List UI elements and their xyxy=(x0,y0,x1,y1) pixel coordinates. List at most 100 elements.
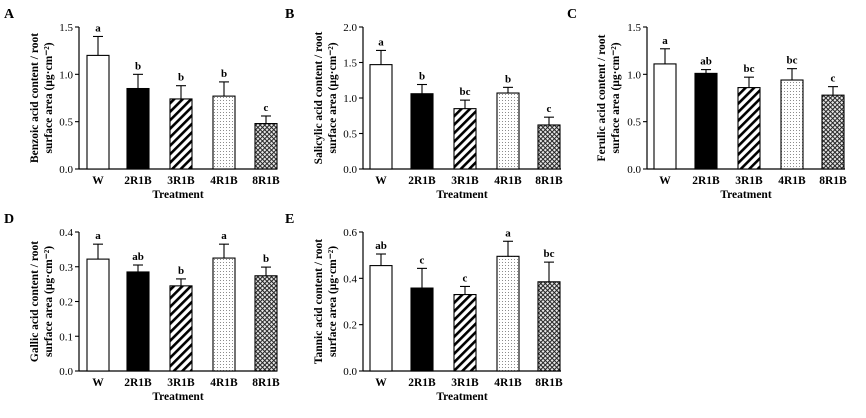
significance-letter: a xyxy=(221,230,227,242)
y-tick-label: 1.0 xyxy=(343,93,357,105)
y-axis-title-line1: Salicylic acid content / root xyxy=(313,32,325,165)
bar-8r1b xyxy=(254,275,278,372)
bar-4r1b xyxy=(496,92,520,170)
x-tick-label: W xyxy=(375,377,387,389)
significance-letter: bc xyxy=(460,86,471,98)
x-axis-title: Treatment xyxy=(152,391,203,403)
bar-2r1b xyxy=(126,87,150,170)
significance-letter: a xyxy=(505,227,511,239)
x-tick-label: 3R1B xyxy=(735,175,763,187)
significance-letter: a xyxy=(378,36,384,48)
y-tick-label: 0.0 xyxy=(627,164,641,176)
y-axis-title-line1: Tannic acid content / root xyxy=(313,239,325,364)
panel-letter: B xyxy=(285,7,294,22)
bar-w xyxy=(653,63,677,170)
y-tick-label: 0.4 xyxy=(343,273,357,285)
panel-letter: D xyxy=(4,212,14,227)
x-axis-title: Treatment xyxy=(720,189,771,201)
significance-letter: ab xyxy=(375,240,387,252)
y-axis-title-line1: Ferulic acid content / root xyxy=(596,34,608,161)
y-axis-title-line2: surface area (µg·cm⁻²) xyxy=(327,42,339,153)
x-tick-label: 3R1B xyxy=(451,377,479,389)
y-tick-label: 0.2 xyxy=(343,320,357,332)
significance-letter: b xyxy=(178,265,184,277)
x-tick-label: 3R1B xyxy=(167,175,195,187)
x-axis-title: Treatment xyxy=(436,189,487,201)
x-tick-label: 2R1B xyxy=(408,377,436,389)
bar-2r1b xyxy=(410,287,434,372)
chart-panel-a: A 0.0 0.5 1.0 1.5 a Wb 2R1B b 3R1B b 4R1B c 8R1B Treat… xyxy=(4,7,280,201)
significance-letter: ab xyxy=(132,251,144,263)
significance-letter: bc xyxy=(544,248,555,260)
x-tick-label: 3R1B xyxy=(451,175,479,187)
y-axis-title-line2: surface area (µg·cm⁻²) xyxy=(327,246,339,357)
y-tick-label: 0.3 xyxy=(59,262,73,274)
bar-4r1b xyxy=(496,255,520,372)
y-axis-title-line2: surface area (µg·cm⁻²) xyxy=(43,42,55,153)
significance-letter: c xyxy=(463,272,468,284)
y-tick-label: 0.0 xyxy=(59,366,73,378)
chart-panel-b: B 0.0 0.5 1.0 1.5 2.0 a Wb 2R1B bc 3R1B b 4R1B c 8R1B T… xyxy=(285,7,563,201)
significance-letter: b xyxy=(505,73,511,85)
y-tick-label: 0.5 xyxy=(343,129,357,141)
bar-4r1b xyxy=(780,79,804,170)
bar-2r1b xyxy=(126,271,150,372)
significance-letter: a xyxy=(95,230,101,242)
x-tick-label: W xyxy=(92,377,104,389)
bar-w xyxy=(86,54,110,170)
bar-4r1b xyxy=(212,95,236,170)
x-tick-label: 8R1B xyxy=(535,377,563,389)
y-tick-label: 0.2 xyxy=(59,297,73,309)
y-tick-label: 1.0 xyxy=(59,69,73,81)
y-tick-label: 1.5 xyxy=(627,22,641,34)
bar-3r1b xyxy=(453,293,477,372)
x-tick-label: 2R1B xyxy=(124,175,152,187)
x-tick-label: 2R1B xyxy=(692,175,720,187)
significance-letter: b xyxy=(221,68,227,80)
y-tick-label: 0.5 xyxy=(59,117,73,129)
x-tick-label: 4R1B xyxy=(210,175,238,187)
bar-8r1b xyxy=(254,123,278,170)
y-tick-label: 0.4 xyxy=(59,227,73,239)
y-tick-label: 1.0 xyxy=(627,69,641,81)
bar-3r1b xyxy=(453,108,477,170)
bar-w xyxy=(369,265,393,372)
x-tick-label: 8R1B xyxy=(252,377,280,389)
y-axis-title-line1: Benzoic acid content / root xyxy=(29,33,41,163)
bar-8r1b xyxy=(537,281,561,372)
bar-3r1b xyxy=(737,87,761,170)
y-tick-label: 0.6 xyxy=(343,227,357,239)
chart-panel-c: C 0.0 0.5 1.0 1.5 a Wab 2R1B bc 3R1B bc 4R1B c 8R1B Tr… xyxy=(567,7,847,201)
significance-letter: b xyxy=(135,60,141,72)
panel-letter: A xyxy=(4,7,15,22)
x-tick-label: 4R1B xyxy=(494,377,522,389)
y-tick-label: 0.1 xyxy=(59,331,73,343)
bar-4r1b xyxy=(212,257,236,372)
significance-letter: c xyxy=(831,73,836,85)
significance-letter: b xyxy=(263,253,269,265)
x-tick-label: W xyxy=(92,175,104,187)
x-axis-title: Treatment xyxy=(152,189,203,201)
panel-letter: C xyxy=(567,7,577,22)
x-tick-label: 4R1B xyxy=(778,175,806,187)
x-tick-label: 3R1B xyxy=(167,377,195,389)
significance-letter: a xyxy=(95,22,101,34)
bar-w xyxy=(369,64,393,170)
significance-letter: bc xyxy=(744,63,755,75)
x-tick-label: 4R1B xyxy=(494,175,522,187)
y-axis-title-line2: surface area (µg·cm⁻²) xyxy=(43,246,55,357)
y-tick-label: 0.5 xyxy=(627,117,641,129)
bar-w xyxy=(86,258,110,372)
x-tick-label: 4R1B xyxy=(210,377,238,389)
bar-2r1b xyxy=(410,93,434,170)
significance-letter: b xyxy=(419,71,425,83)
y-tick-label: 2.0 xyxy=(343,22,357,34)
chart-panel-d: D 0.0 0.1 0.2 0.3 0.4 a Wab 2R1B b 3R1B a 4R1B b 8R1B T… xyxy=(4,212,280,403)
significance-letter: c xyxy=(547,103,552,115)
bar-3r1b xyxy=(169,285,193,372)
x-tick-label: 2R1B xyxy=(124,377,152,389)
bar-2r1b xyxy=(694,72,718,170)
significance-letter: bc xyxy=(787,55,798,67)
y-tick-label: 0.0 xyxy=(343,164,357,176)
